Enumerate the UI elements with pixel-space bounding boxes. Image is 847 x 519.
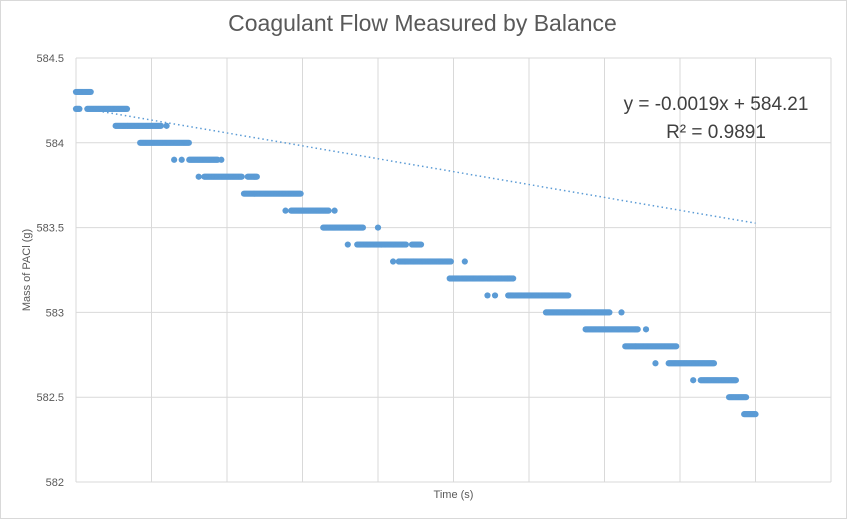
data-point-203 — [238, 173, 245, 180]
data-point-299 — [331, 207, 338, 214]
data-point-498 — [491, 292, 499, 299]
data-point-140 — [171, 156, 178, 163]
data-point-609 — [606, 309, 613, 316]
data-point-552 — [565, 292, 572, 299]
data-point-439 — [461, 258, 468, 265]
data-point-139 — [185, 139, 192, 146]
data-point-336 — [374, 224, 382, 231]
data-point-141 — [178, 156, 185, 163]
y-axis-title: Mass of PACl (g) — [21, 229, 33, 311]
data-point-168 — [218, 156, 225, 163]
data-point-705 — [652, 360, 659, 367]
data-point-212 — [253, 173, 260, 180]
x-axis-title: Time (s) — [434, 489, 474, 501]
y-tick-label-4: 582.5 — [36, 392, 64, 404]
data-point-658 — [642, 326, 650, 333]
y-tick-label-5: 582 — [46, 477, 64, 489]
data-point-610 — [618, 309, 625, 316]
data-point-169 — [195, 173, 202, 180]
y-tick-label-2: 583.5 — [36, 223, 64, 235]
data-point-335 — [359, 224, 366, 231]
y-tick-label-3: 583 — [46, 307, 64, 319]
data-point-747 — [690, 377, 697, 384]
data-point-497 — [484, 292, 491, 299]
y-tick-labels: 584.5 584 583.5 583 582.5 582 — [36, 53, 64, 489]
data-point-438 — [447, 258, 454, 265]
data-point-657 — [634, 326, 641, 333]
gridlines — [75, 57, 832, 483]
trendline — [75, 106, 756, 224]
trendline-equation: y = -0.0019x + 584.21 — [624, 94, 809, 115]
data-points — [72, 88, 759, 418]
data-point-263 — [297, 190, 304, 197]
data-point-53 — [123, 105, 131, 112]
data-point-298 — [325, 207, 332, 214]
data-point-704 — [673, 343, 680, 350]
data-point-496 — [510, 275, 517, 282]
data-point-95 — [163, 122, 170, 129]
chart-title: Coagulant Flow Measured by Balance — [228, 10, 617, 36]
data-point-381 — [402, 241, 410, 248]
y-tick-label-1: 584 — [46, 138, 64, 150]
trendline-r2: R² = 0.9891 — [666, 122, 766, 143]
data-point-94 — [157, 122, 165, 129]
y-tick-label-0: 584.5 — [36, 53, 64, 65]
data-point-264 — [282, 207, 289, 214]
data-point-806 — [752, 411, 759, 418]
data-point-337 — [344, 241, 351, 248]
data-point-779 — [732, 377, 739, 384]
data-point-746 — [710, 360, 718, 367]
data-point-795 — [742, 394, 750, 401]
data-point-13 — [87, 88, 94, 96]
data-point-391 — [390, 258, 397, 265]
data-point-390 — [417, 241, 425, 248]
